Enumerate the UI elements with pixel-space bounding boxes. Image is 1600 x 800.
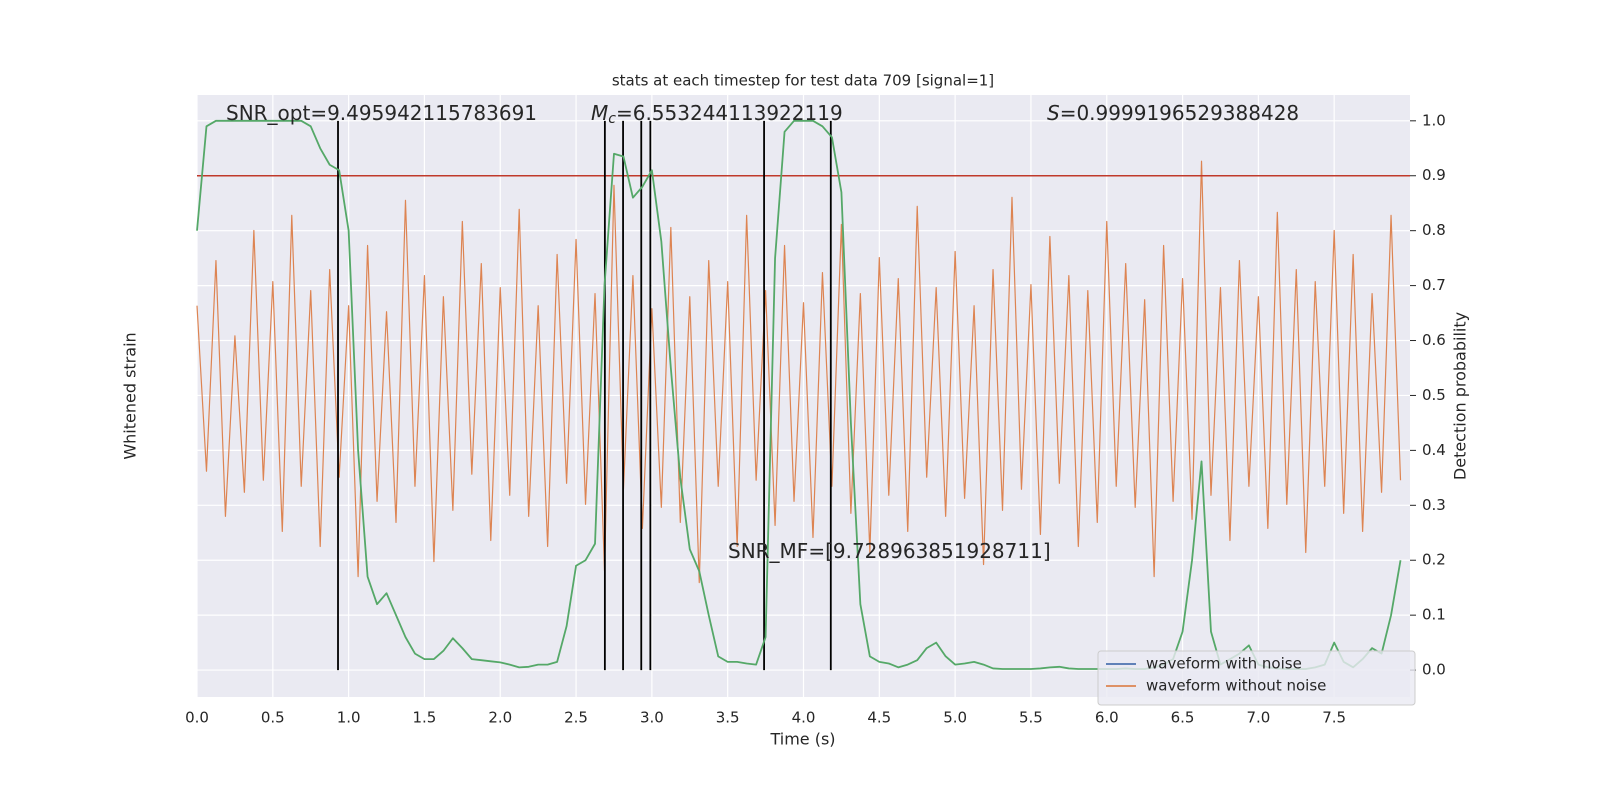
annotation: Mc=6.553244113922119 <box>591 101 843 128</box>
labels: stats at each timestep for test data 709… <box>121 72 1470 749</box>
annotation-symbol: M <box>591 101 608 125</box>
y2-tick-label: 0.1 <box>1422 606 1446 624</box>
annotation: SNR_MF=[9.728963851928711] <box>728 539 1051 563</box>
chart-title: stats at each timestep for test data 709… <box>612 72 994 90</box>
annotation: SNR_opt=9.495942115783691 <box>226 101 537 125</box>
y2-axis-label: Detection probability <box>1451 312 1470 480</box>
legend-label: waveform without noise <box>1146 677 1326 695</box>
x-tick-label: 6.5 <box>1171 709 1195 727</box>
y2-tick-label: 0.8 <box>1422 221 1446 239</box>
annotation-subscript: c <box>608 111 616 127</box>
annotation-symbol: S <box>1047 101 1060 125</box>
y2-tick-label: 1.0 <box>1422 111 1446 129</box>
x-tick-label: 6.0 <box>1095 709 1119 727</box>
x-tick-label: 2.0 <box>488 709 512 727</box>
x-tick-label: 0.0 <box>185 709 209 727</box>
x-tick-label: 1.0 <box>337 709 361 727</box>
y2-tick-label: 0.2 <box>1422 551 1446 569</box>
series-line <box>196 119 1402 670</box>
marks <box>196 119 1410 671</box>
x-tick-label: 3.0 <box>640 709 664 727</box>
annotation-text: =0.9999196529388428 <box>1060 101 1299 125</box>
annotation-text: =6.553244113922119 <box>616 101 843 125</box>
y2-tick-label: 0.0 <box>1422 661 1446 679</box>
y2-tick-label: 0.9 <box>1422 166 1446 184</box>
y-axis-label: Whitened strain <box>121 332 140 459</box>
x-tick-label: 4.0 <box>792 709 816 727</box>
x-tick-label: 5.5 <box>1019 709 1043 727</box>
x-axis-label: Time (s) <box>769 730 835 749</box>
x-tick-label: 3.5 <box>716 709 740 727</box>
y2-tick-label: 0.7 <box>1422 276 1446 294</box>
x-tick-label: 4.5 <box>867 709 891 727</box>
y2-tick-label: 0.3 <box>1422 496 1446 514</box>
y2-tick-label: 0.4 <box>1422 441 1446 459</box>
x-tick-label: 2.5 <box>564 709 588 727</box>
y2-tick-label: 0.6 <box>1422 331 1446 349</box>
annotation-text: SNR_opt=9.495942115783691 <box>226 101 537 125</box>
x-tick-label: 7.0 <box>1246 709 1270 727</box>
series-line <box>196 160 1402 584</box>
annotation: S=0.9999196529388428 <box>1047 101 1299 125</box>
x-tick-label: 0.5 <box>261 709 285 727</box>
legend-box <box>1097 650 1416 706</box>
x-tick-label: 7.5 <box>1322 709 1346 727</box>
annotation-text: SNR_MF=[9.728963851928711] <box>728 539 1051 563</box>
x-tick-label: 1.5 <box>413 709 437 727</box>
x-tick-label: 5.0 <box>943 709 967 727</box>
y2-tick-label: 0.5 <box>1422 386 1446 404</box>
legend-label: waveform with noise <box>1146 655 1302 673</box>
